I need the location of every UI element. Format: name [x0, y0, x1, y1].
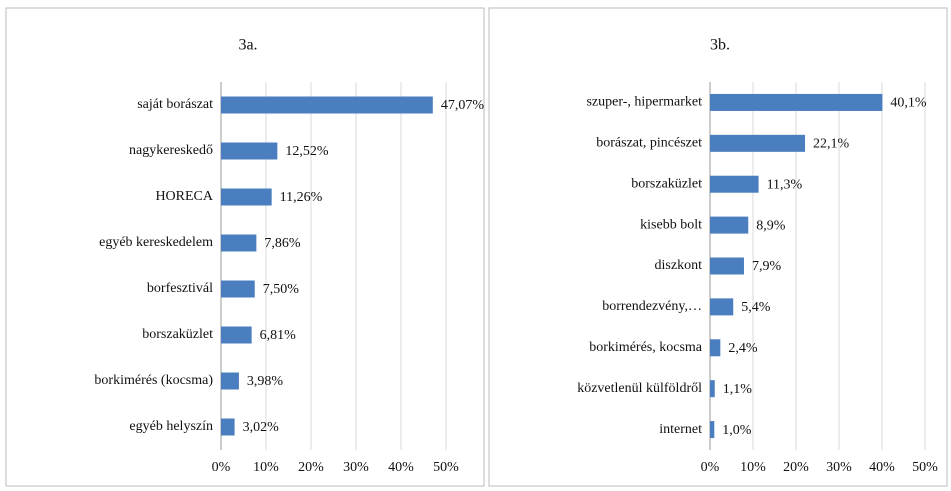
y-tick-label: egyéb kereskedelem: [99, 235, 213, 250]
value-label: 47,07%: [441, 98, 485, 113]
y-tick-label: kisebb bolt: [640, 217, 702, 232]
bar: [710, 421, 715, 439]
y-tick-label: szuper-, hipermarket: [586, 95, 702, 110]
value-label: 22,1%: [813, 137, 850, 152]
bar: [221, 234, 257, 252]
bar: [221, 142, 278, 160]
bar: [221, 372, 239, 390]
bar: [221, 418, 235, 436]
y-tick-label: közvetlenül külföldről: [577, 381, 702, 396]
x-tick-label: 50%: [433, 460, 459, 475]
x-tick-label: 10%: [253, 460, 279, 475]
bar: [710, 175, 759, 193]
value-label: 40,1%: [890, 96, 927, 111]
chart-title: 3a.: [238, 37, 257, 54]
chart-title: 3b.: [710, 37, 730, 54]
bar: [221, 188, 272, 206]
x-tick-label: 30%: [826, 460, 852, 475]
y-tick-label: borrendezvény,…: [602, 299, 702, 314]
value-label: 7,50%: [263, 282, 300, 297]
value-label: 8,9%: [756, 218, 786, 233]
value-label: 6,81%: [260, 328, 297, 343]
bar: [710, 298, 734, 316]
x-tick-label: 20%: [298, 460, 324, 475]
x-tick-label: 10%: [740, 460, 766, 475]
y-tick-label: nagykereskedő: [129, 143, 213, 158]
value-label: 3,98%: [247, 374, 284, 389]
value-label: 7,9%: [752, 259, 782, 274]
value-label: 1,1%: [723, 382, 753, 397]
y-tick-label: borfesztivál: [147, 281, 213, 296]
y-tick-label: borászat, pincészet: [596, 136, 702, 151]
x-tick-label: 20%: [783, 460, 809, 475]
value-label: 3,02%: [243, 420, 280, 435]
bar: [710, 380, 715, 398]
y-tick-label: saját borászat: [137, 97, 213, 112]
bar: [710, 339, 721, 357]
value-label: 11,26%: [280, 190, 323, 205]
x-tick-label: 30%: [343, 460, 369, 475]
bar: [221, 280, 255, 298]
y-tick-label: borkimérés, kocsma: [589, 340, 703, 355]
bar: [710, 93, 883, 111]
x-tick-label: 0%: [212, 460, 231, 475]
y-tick-label: internet: [659, 422, 702, 437]
bar: [710, 257, 744, 275]
bar: [221, 96, 433, 114]
y-tick-label: borszaküzlet: [631, 176, 702, 191]
x-tick-label: 0%: [701, 460, 720, 475]
bar: [710, 134, 806, 152]
y-tick-label: diszkont: [655, 258, 703, 273]
value-label: 11,3%: [767, 177, 803, 192]
y-tick-label: egyéb helyszín: [129, 419, 213, 434]
y-tick-label: borkimérés (kocsma): [94, 373, 213, 388]
value-label: 2,4%: [728, 341, 758, 356]
value-label: 12,52%: [285, 144, 329, 159]
bar: [221, 326, 252, 344]
bar: [710, 216, 749, 234]
y-tick-label: borszaküzlet: [142, 327, 213, 342]
y-tick-label: HORECA: [155, 189, 213, 204]
value-label: 5,4%: [741, 300, 771, 315]
x-tick-label: 40%: [869, 460, 895, 475]
x-tick-label: 40%: [388, 460, 414, 475]
panel-right: [488, 7, 948, 487]
x-tick-label: 50%: [912, 460, 938, 475]
value-label: 1,0%: [722, 423, 752, 438]
value-label: 7,86%: [264, 236, 301, 251]
